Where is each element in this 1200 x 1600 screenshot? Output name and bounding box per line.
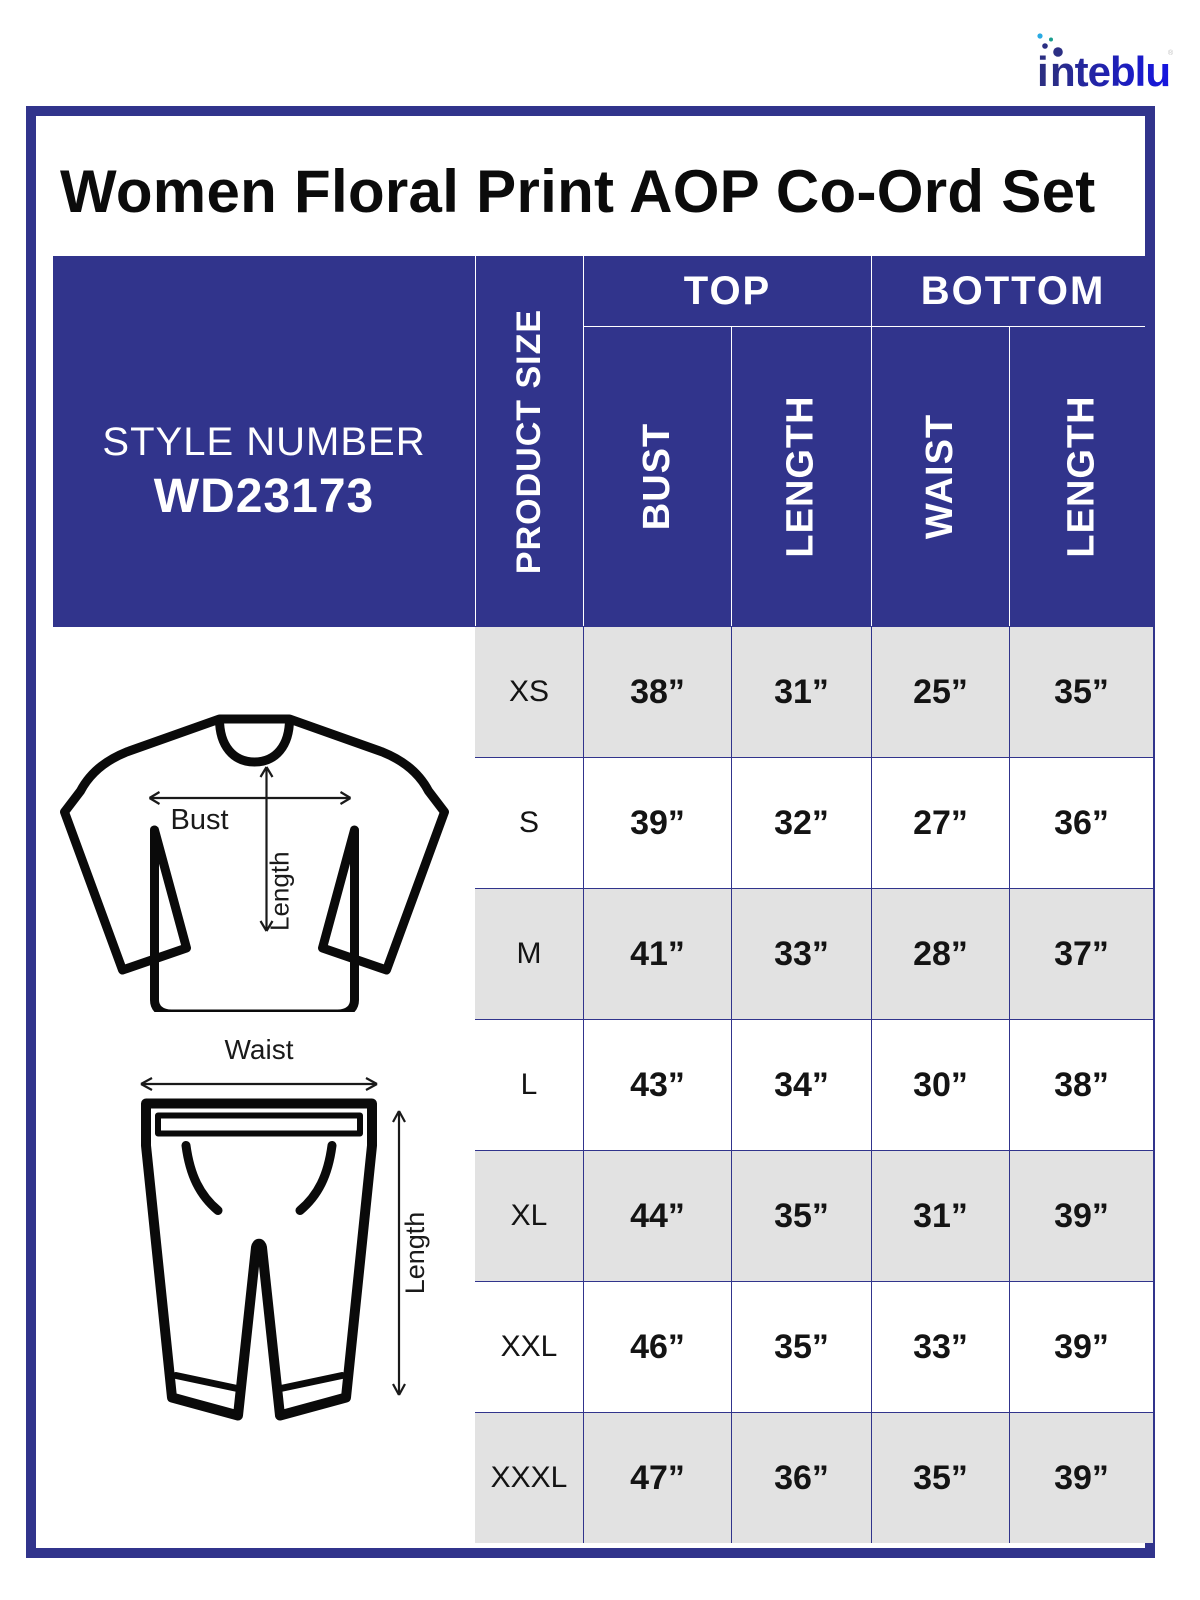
svg-text:Length: Length: [400, 1212, 430, 1295]
svg-text:Length: Length: [265, 851, 295, 931]
svg-text:Waist: Waist: [225, 1035, 294, 1065]
svg-text:®: ®: [1168, 49, 1174, 57]
svg-text:i: i: [1037, 48, 1048, 90]
svg-text:nteblu: nteblu: [1050, 48, 1170, 90]
svg-text:Bust: Bust: [171, 804, 229, 836]
